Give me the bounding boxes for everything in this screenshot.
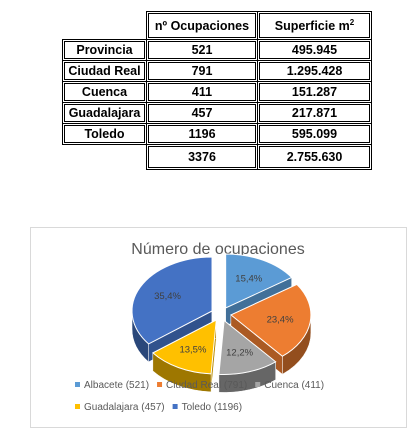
header-cell-ocupaciones: nº Ocupaciones (146, 11, 258, 40)
table-row: Cuenca 411 151.287 (62, 81, 372, 103)
header-cell-superficie: Superficie m2 (257, 11, 372, 40)
header-cell-empty (63, 12, 147, 40)
pie-slice (131, 256, 213, 345)
pie-slice-percent-label: 35,4% (154, 291, 181, 302)
legend-swatch (172, 404, 178, 409)
legend-label: Ciudad Real (791) (166, 380, 247, 391)
pie-slice (218, 319, 277, 375)
table-row: Provincia 521 495.945 (62, 39, 372, 61)
total-cell-empty (63, 145, 147, 170)
cell-provincia: Provincia (62, 39, 147, 61)
legend-swatch (75, 382, 80, 387)
table-row: Guadalajara 457 217.871 (62, 102, 372, 124)
legend-label: Cuenca (411) (264, 380, 324, 391)
pie-slice (151, 319, 217, 375)
legend-item: Ciudad Real (791) (157, 380, 247, 391)
legend-swatch (255, 382, 261, 387)
cell-provincia: Toledo (62, 123, 147, 145)
legend-swatch (157, 382, 163, 387)
pie-chart-svg: Número de ocupaciones 15,4% 23,4% 12,2% 13,… (75, 241, 324, 413)
pie-slice-percent-label: 23,4% (267, 314, 294, 325)
pie-slice-percent-label: 15,4% (235, 273, 262, 284)
cell-superficie: 217.871 (257, 102, 372, 124)
cell-ocupaciones: 521 (146, 39, 258, 61)
legend-item: Toledo (1196) (172, 402, 242, 413)
pie-slice-percent-label: 12,2% (226, 347, 253, 358)
table-row: Ciudad Real 791 1.295.428 (62, 60, 372, 82)
total-ocupaciones: 3376 (146, 144, 258, 170)
chart-title: Número de ocupaciones (131, 241, 304, 258)
occupations-table: nº Ocupaciones Superficie m2 Provincia 5… (62, 11, 372, 170)
cell-superficie: 595.099 (257, 123, 372, 145)
legend-item: Albacete (521) (75, 380, 149, 391)
cell-ocupaciones: 791 (146, 60, 258, 82)
cell-provincia: Guadalajara (62, 102, 147, 124)
header-superficie-superscript: 2 (349, 17, 355, 27)
legend-label: Guadalajara (457) (84, 402, 165, 413)
legend-label: Albacete (521) (84, 380, 149, 391)
cell-provincia: Cuenca (62, 81, 147, 103)
cell-ocupaciones: 1196 (146, 123, 258, 145)
cell-superficie: 495.945 (257, 39, 372, 61)
table-total-row: 3376 2.755.630 (63, 144, 372, 170)
legend-item: Guadalajara (457) (75, 402, 165, 413)
cell-ocupaciones: 457 (146, 102, 258, 124)
cell-superficie: 1.295.428 (257, 60, 372, 82)
header-superficie-text: Superficie m (274, 19, 350, 34)
legend-swatch (75, 404, 80, 409)
cell-superficie: 151.287 (257, 81, 372, 103)
table-header-row: nº Ocupaciones Superficie m2 (63, 11, 372, 40)
table-row: Toledo 1196 595.099 (62, 123, 372, 145)
cell-ocupaciones: 411 (146, 81, 258, 103)
pie-slice (229, 283, 312, 357)
cell-provincia: Ciudad Real (62, 60, 147, 82)
total-superficie: 2.755.630 (257, 144, 372, 170)
pie-slice (225, 253, 293, 309)
pie-slice-percent-label: 13,5% (179, 345, 206, 356)
legend-label: Toledo (1196) (182, 402, 242, 413)
legend-item: Cuenca (411) (255, 380, 324, 391)
pie-chart: Número de ocupaciones 15,4% 23,4% 12,2% 13,… (30, 227, 407, 428)
